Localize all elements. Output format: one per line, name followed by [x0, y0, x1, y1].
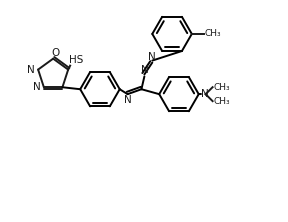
Text: N: N — [27, 65, 35, 75]
Text: N: N — [148, 52, 156, 61]
Text: CH₃: CH₃ — [214, 83, 230, 92]
Text: HS: HS — [69, 55, 84, 65]
Text: CH₃: CH₃ — [205, 30, 221, 38]
Text: N: N — [124, 95, 132, 105]
Text: CH₃: CH₃ — [214, 97, 230, 106]
Text: N: N — [33, 82, 41, 92]
Text: O: O — [51, 48, 59, 58]
Text: N: N — [141, 65, 148, 75]
Text: N: N — [201, 89, 209, 99]
